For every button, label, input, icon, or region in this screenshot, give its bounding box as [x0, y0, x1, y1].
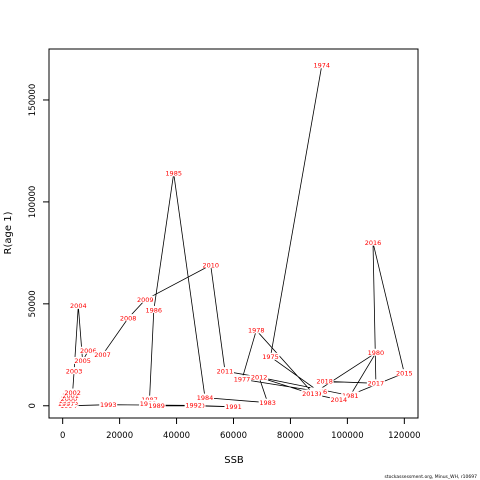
- year-label-backdrop: [233, 375, 252, 383]
- y-tick-label: 0: [28, 403, 38, 408]
- y-tick-label: 50000: [28, 290, 38, 317]
- year-label-backdrop: [315, 377, 334, 385]
- year-labels: 1974197519761977197819791980198119821983…: [57, 61, 414, 411]
- year-label: 2006: [80, 347, 97, 355]
- year-label: 1989: [148, 402, 165, 410]
- year-label: 2012: [251, 374, 268, 382]
- year-label: 1985: [165, 170, 182, 178]
- year-label-backdrop: [69, 301, 88, 309]
- x-axis-title: SSB: [224, 455, 244, 466]
- year-label: 2011: [217, 367, 234, 375]
- x-tick-label: 60000: [220, 431, 247, 441]
- year-label-backdrop: [224, 402, 243, 410]
- year-label: 2005: [74, 357, 91, 365]
- x-tick-label: 80000: [277, 431, 304, 441]
- year-label: 2002: [64, 389, 81, 397]
- year-label: 2014: [331, 396, 348, 404]
- year-label-backdrop: [215, 367, 234, 375]
- year-label-backdrop: [312, 61, 331, 69]
- year-label-backdrop: [196, 393, 215, 401]
- year-label: 1984: [197, 394, 214, 402]
- year-label-backdrop: [119, 314, 138, 322]
- year-label-backdrop: [366, 348, 385, 356]
- year-label: 1974: [313, 62, 330, 70]
- year-label: 1977: [234, 376, 251, 384]
- year-label: 1981: [342, 392, 359, 400]
- year-label-backdrop: [395, 369, 414, 377]
- year-label: 2016: [365, 239, 382, 247]
- x-tick-label: 0: [60, 431, 65, 441]
- x-tick-label: 100000: [331, 431, 363, 441]
- year-label: 1997: [58, 400, 75, 408]
- year-label: 1991: [225, 403, 242, 411]
- year-label-backdrop: [65, 367, 84, 375]
- year-label: 1992: [185, 402, 202, 410]
- year-label: 2013: [302, 390, 319, 398]
- year-label: 2018: [316, 378, 333, 386]
- year-label-backdrop: [250, 373, 269, 381]
- year-label-backdrop: [364, 238, 383, 246]
- year-label: 2003: [66, 367, 83, 375]
- x-tick-label: 120000: [388, 431, 420, 441]
- year-label-backdrop: [329, 395, 348, 403]
- year-label-backdrop: [261, 352, 280, 360]
- year-label-backdrop: [140, 395, 159, 403]
- y-tick-label: 150000: [28, 84, 38, 116]
- x-tick-label: 20000: [106, 431, 133, 441]
- y-axis-title: R(age 1): [3, 211, 14, 254]
- year-label-backdrop: [73, 356, 92, 364]
- year-label-backdrop: [184, 401, 203, 409]
- x-tick-label: 40000: [163, 431, 190, 441]
- year-label-backdrop: [144, 305, 163, 313]
- plot-frame: [48, 48, 419, 419]
- year-label: 1978: [248, 327, 265, 335]
- year-label-backdrop: [258, 398, 277, 406]
- year-label-backdrop: [79, 346, 98, 354]
- year-label: 2004: [70, 302, 87, 310]
- year-label: 1980: [368, 349, 385, 357]
- year-label: 2008: [120, 314, 137, 322]
- year-label: 2017: [368, 380, 385, 388]
- year-label: 2000: [61, 395, 78, 403]
- year-label-backdrop: [63, 388, 82, 396]
- footer-credit: stockassessment.org, Minus_WH, r10697: [385, 474, 478, 480]
- year-label: 1975: [262, 353, 279, 361]
- year-label-backdrop: [341, 391, 360, 399]
- year-label: 2010: [202, 261, 219, 269]
- year-label: 1986: [146, 306, 163, 314]
- year-label-backdrop: [366, 379, 385, 387]
- y-axis: 0 50000 100000 150000: [28, 84, 50, 408]
- year-label-backdrop: [136, 295, 155, 303]
- year-label-backdrop: [164, 169, 183, 177]
- year-label: 2007: [94, 351, 111, 359]
- year-label: 2009: [137, 296, 154, 304]
- year-label: 1983: [259, 399, 276, 407]
- series-line: [65, 65, 405, 408]
- y-tick-label: 100000: [28, 186, 38, 218]
- year-label-backdrop: [93, 350, 112, 358]
- x-axis: 0 20000 40000 60000 80000 100000 120000: [60, 417, 421, 441]
- year-label-backdrop: [99, 400, 118, 408]
- year-label: 2001: [62, 392, 79, 400]
- year-label: 1993: [100, 401, 117, 409]
- year-label-backdrop: [201, 261, 220, 269]
- year-label: 2015: [396, 369, 413, 377]
- year-label-backdrop: [247, 326, 266, 334]
- year-label-backdrop: [301, 389, 320, 397]
- year-label-backdrop: [147, 401, 166, 409]
